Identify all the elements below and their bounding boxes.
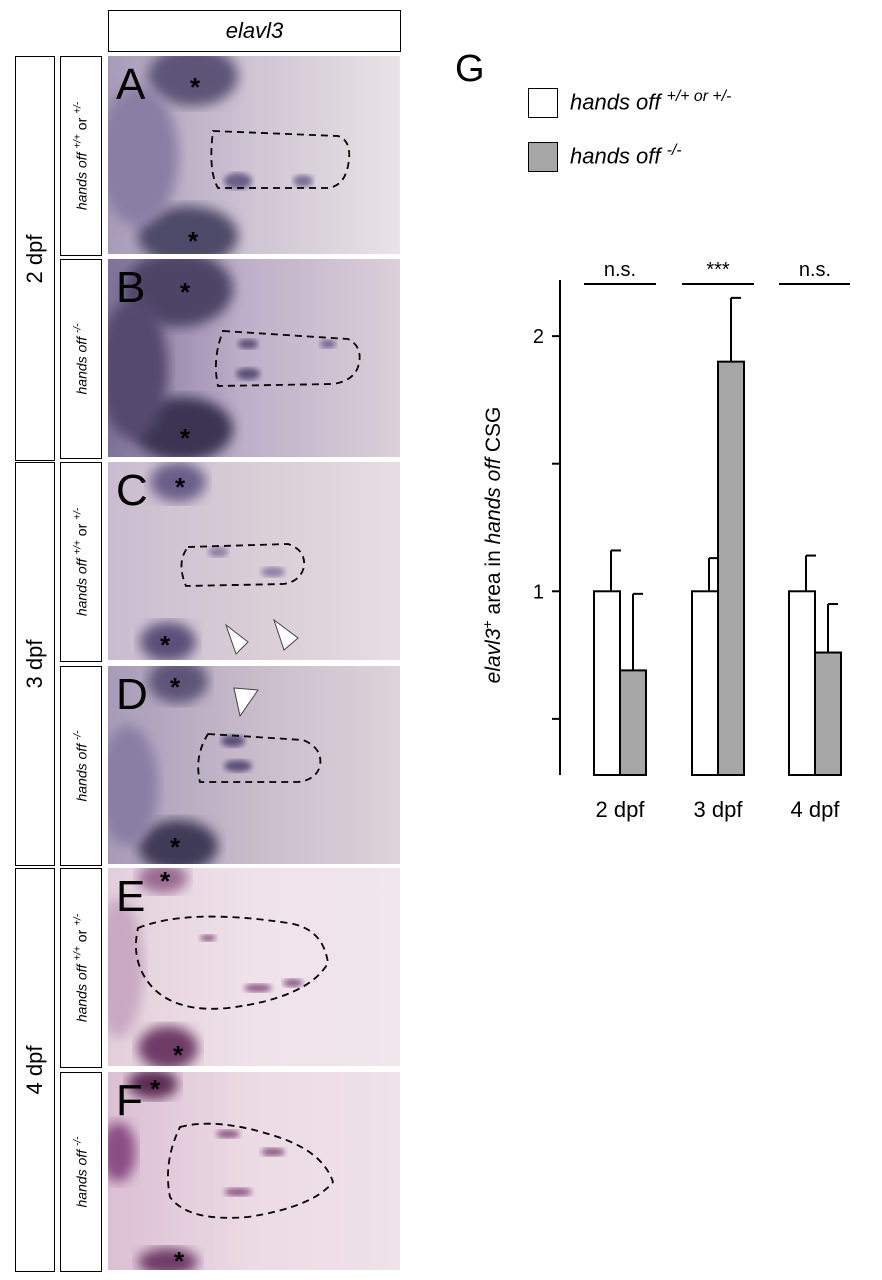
panel-letter-f: F xyxy=(116,1076,143,1125)
x-tick-label: 2 dpf xyxy=(596,797,646,822)
gene-header: elavl3 xyxy=(108,10,401,52)
y-tick-label: 1 xyxy=(533,581,544,603)
bar-control xyxy=(593,590,621,776)
legend-swatch-control xyxy=(528,88,558,118)
micrograph-panel-b: B * * xyxy=(108,259,400,457)
bar-control xyxy=(788,590,816,776)
asterisk-marker: * xyxy=(160,868,171,896)
age-box-3dpf: 3 dpf xyxy=(15,462,55,866)
asterisk-marker: * xyxy=(170,832,181,862)
asterisk-marker: * xyxy=(174,1246,185,1270)
legend-swatch-mutant xyxy=(528,142,558,172)
age-box-4dpf: 4 dpf xyxy=(15,868,55,1272)
age-box-2dpf: 2 dpf xyxy=(15,56,55,461)
asterisk-marker: * xyxy=(173,1040,184,1066)
age-label-4dpf: 4 dpf xyxy=(22,1045,47,1095)
genotype-box-a: hands off +/+ or +/- xyxy=(60,56,102,256)
asterisk-marker: * xyxy=(160,630,171,660)
bar-mutant xyxy=(619,669,647,776)
y-axis-label: elavl3+ area in hands off CSG xyxy=(479,407,505,684)
bar-chart: 1 2 2 dpf n.s. 3 dpf *** 4 dpf n.s. elavl3+ are… xyxy=(479,259,850,822)
age-label-3dpf: 3 dpf xyxy=(22,639,47,689)
y-tick-label: 2 xyxy=(533,326,544,348)
genotype-label-control: hands off +/+ or +/- xyxy=(72,913,90,1023)
genotype-label-mutant: hands off -/- xyxy=(72,1136,90,1208)
micrograph-panel-c: C * * xyxy=(108,462,400,660)
micrograph-panel-a: A * * xyxy=(108,56,400,254)
bar-mutant xyxy=(717,360,745,777)
significance-label: *** xyxy=(706,259,730,281)
micrograph-panel-d: D * * xyxy=(108,666,400,864)
asterisk-marker: * xyxy=(180,277,191,307)
genotype-box-d: hands off -/- xyxy=(60,666,102,866)
genotype-box-c: hands off +/+ or +/- xyxy=(60,462,102,662)
age-label-2dpf: 2 dpf xyxy=(22,234,47,283)
panel-letter-g: G xyxy=(455,48,485,90)
asterisk-marker: * xyxy=(190,72,201,102)
asterisk-marker: * xyxy=(180,423,191,453)
genotype-box-f: hands off -/- xyxy=(60,1072,102,1272)
significance-label: n.s. xyxy=(604,259,636,281)
genotype-box-e: hands off +/+ or +/- xyxy=(60,868,102,1068)
genotype-label-control: hands off +/+ or +/- xyxy=(72,101,90,211)
panel-letter-e: E xyxy=(116,872,146,921)
genotype-label-mutant: hands off -/- xyxy=(72,730,90,802)
panel-letter-b: B xyxy=(116,263,146,312)
asterisk-marker: * xyxy=(175,472,186,502)
bar-mutant xyxy=(814,651,842,777)
significance-label: n.s. xyxy=(799,259,831,281)
legend-label-control: hands off +/+ or +/- xyxy=(570,88,732,115)
x-tick-label: 3 dpf xyxy=(694,797,744,822)
genotype-label-control: hands off +/+ or +/- xyxy=(72,507,90,617)
genotype-box-b: hands off -/- xyxy=(60,259,102,459)
asterisk-marker: * xyxy=(150,1074,161,1104)
asterisk-marker: * xyxy=(188,226,199,254)
panel-letter-a: A xyxy=(116,60,146,109)
x-tick-label: 4 dpf xyxy=(791,797,841,822)
genotype-label-mutant: hands off -/- xyxy=(72,323,90,395)
bar-control xyxy=(691,590,719,776)
panel-letter-d: D xyxy=(116,670,148,719)
panel-letter-c: C xyxy=(116,466,148,515)
asterisk-marker: * xyxy=(170,672,181,702)
legend-label-mutant: hands off -/- xyxy=(570,142,682,169)
micrograph-panel-f: F * * xyxy=(108,1072,400,1270)
micrograph-panel-e: E * * xyxy=(108,868,400,1066)
